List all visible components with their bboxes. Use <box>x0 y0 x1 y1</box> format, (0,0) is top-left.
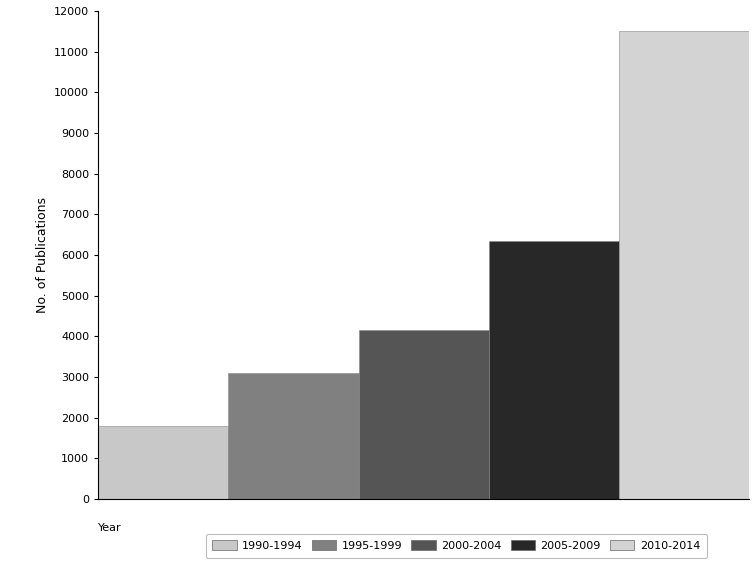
Bar <box>358 330 488 499</box>
Bar <box>488 241 619 499</box>
Legend: 1990-1994, 1995-1999, 2000-2004, 2005-2009, 2010-2014: 1990-1994, 1995-1999, 2000-2004, 2005-20… <box>206 534 707 558</box>
Y-axis label: No. of Publications: No. of Publications <box>36 197 48 313</box>
Bar <box>619 31 749 499</box>
Bar <box>98 426 228 499</box>
Bar <box>228 373 358 499</box>
Text: Year: Year <box>98 523 122 533</box>
